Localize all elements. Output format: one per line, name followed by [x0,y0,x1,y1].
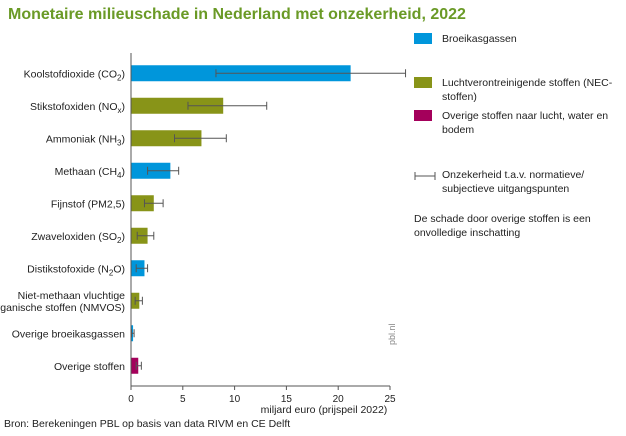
category-label-line1: Niet-methaan vluchtige [18,290,126,302]
category-label-subscript: 2 [117,73,122,82]
category-label-text: Fijnstof (PM2,5) [51,198,125,210]
category-label-stikstofoxiden-no: Stikstofoxiden (NOx) [30,101,125,115]
legend-swatch-overige-stoffen [414,110,432,121]
category-label-tail: ) [122,68,126,80]
category-label-subscript: 3 [117,138,122,147]
bars-layer [131,65,351,374]
category-label-subscript: 4 [117,171,122,180]
legend-swatch-nec-stoffen [414,77,432,88]
category-label-subscript: x [118,106,122,115]
category-label-text: Distikstofoxide (N [27,263,109,275]
bar-overige-stoffen [131,357,139,374]
category-label-text: Koolstofdioxide (CO [24,68,117,80]
legend-label-nec-stoffen: Luchtverontreinigende stoffen (NEC-stoff… [442,77,613,103]
category-label-overige-broeikasgassen: Overige broeikasgassen [12,328,125,340]
x-tick-label-20: 20 [333,394,345,405]
x-tick-label-25: 25 [384,394,396,405]
error-bar-icon [414,172,436,180]
error-bar-zwaveloxiden-so [136,231,155,240]
bar-ammoniak-nh [131,130,202,147]
category-label-line2: organische stoffen (NMVOS) [0,302,125,314]
x-tick-label-10: 10 [229,394,241,405]
category-labels-layer: Koolstofdioxide (CO2)Stikstofoxiden (NOx… [0,68,125,373]
legend-note: De schade door overige stoffen is een on… [414,213,591,239]
category-label-zwaveloxiden-so: Zwaveloxiden (SO2) [31,231,125,245]
bar-fijnstof-pm2-5 [131,195,154,212]
category-label-text: Methaan (CH [55,166,117,178]
error-bar-overige-broeikasgassen [131,329,135,338]
category-label-koolstofdioxide-co: Koolstofdioxide (CO2) [24,68,125,82]
category-label-text: Overige broeikasgassen [12,328,125,340]
category-label-tail: ) [122,231,126,243]
category-label-overige-stoffen: Overige stoffen [54,361,125,373]
legend-swatch-broeikasgassen [414,33,432,44]
category-label-tail: ) [122,101,126,113]
category-label-tail: O) [113,263,125,275]
watermark: pbl.nl [387,323,397,345]
error-bar-niet-methaan-vluchtige-organische-stoffen-nmvos [134,296,143,305]
category-label-ammoniak-nh: Ammoniak (NH3) [46,133,125,147]
category-label-text: Ammoniak (NH [46,133,117,145]
legend-label-uncertainty: Onzekerheid t.a.v. normatieve/ subjectie… [442,169,585,195]
error-bar-distikstofoxide-n [135,264,149,273]
source-note: Bron: Berekeningen PBL op basis van data… [4,418,291,430]
category-label-text: Stikstofoxiden (NO [30,101,118,113]
category-label-tail: ) [122,133,126,145]
category-label-text: Zwaveloxiden (SO [31,231,117,243]
legend-label-overige-stoffen: Overige stoffen naar lucht, water en bod… [442,110,609,136]
category-label-tail: ) [122,166,126,178]
category-label-methaan-ch: Methaan (CH4) [55,166,125,180]
legend-label-broeikasgassen: Broeikasgassen [442,33,517,45]
x-tick-label-0: 0 [128,394,134,405]
category-label-subscript: 2 [109,268,114,277]
error-bar-ammoniak-nh [174,134,227,143]
error-bar-fijnstof-pm2-5 [143,199,164,208]
x-tick-label-15: 15 [281,394,293,405]
x-axis-label: miljard euro (prijspeil 2022) [261,404,388,416]
category-label-subscript: 2 [117,236,122,245]
category-label-distikstofoxide-n: Distikstofoxide (N2O) [27,263,125,277]
error-bar-overige-stoffen [135,361,142,370]
category-label-text: Overige stoffen [54,361,125,373]
bar-stikstofoxiden-no [131,97,224,114]
x-axis: 0 5 10 15 20 25 [128,53,396,405]
category-label-niet-methaan-vluchtige-organische-stoffen-nmvos: Niet-methaan vluchtige organische stoffen… [0,290,125,314]
category-label-fijnstof-pm2-5: Fijnstof (PM2,5) [51,198,125,210]
error-bar-methaan-ch [147,166,180,175]
error-bar-koolstofdioxide-co [215,69,407,78]
error-bars-layer [131,69,407,370]
chart-title: Monetaire milieuschade in Nederland met … [8,6,466,23]
x-tick-label-5: 5 [180,394,186,405]
error-bar-stikstofoxiden-no [187,101,268,110]
